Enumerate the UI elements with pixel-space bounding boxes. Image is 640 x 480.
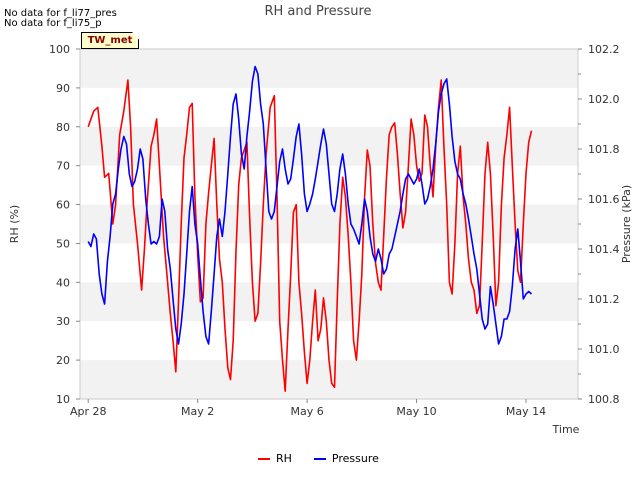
right-axis-title: Pressure (kPa) [620, 185, 633, 263]
legend-label: Pressure [331, 452, 379, 465]
legend-item-pressure: Pressure [313, 452, 379, 465]
x-axis: Apr 28 May 2 May 6 May 10 May 14 [70, 399, 546, 418]
y-tick-label: 60 [56, 199, 70, 212]
y-tick-label: 70 [56, 160, 70, 173]
y-tick-label: 30 [56, 315, 70, 328]
x-tick-label: Apr 28 [70, 405, 107, 418]
grid-bands [80, 49, 578, 399]
y-tick-right-label: 101.4 [588, 243, 620, 256]
right-axis: 100.8 101.0 101.2 101.4 101.6 101.8 102.0 102.2 [578, 43, 620, 406]
grid-band [80, 126, 578, 166]
grid-band [80, 49, 578, 88]
y-tick-right-label: 101.6 [588, 193, 620, 206]
x-tick-label: May 6 [290, 405, 323, 418]
series-lines [87, 65, 533, 392]
y-tick-label: 100 [49, 43, 70, 56]
y-tick-label: 50 [56, 237, 70, 250]
y-tick-label: 10 [56, 393, 70, 406]
x-axis-title: Time [552, 423, 580, 436]
y-tick-right-label: 100.8 [588, 393, 620, 406]
series-line-pressure [87, 65, 533, 345]
no-data-note: No data for f_li77_pres [4, 8, 117, 19]
grid-band [80, 282, 578, 322]
x-tick-label: May 10 [396, 405, 436, 418]
y-tick-right-label: 102.0 [588, 93, 620, 106]
legend-swatch [258, 457, 270, 460]
y-tick-label: 90 [56, 82, 70, 95]
grid-band [80, 204, 578, 244]
legend-swatch [313, 457, 326, 460]
legend-item-rh: RH [258, 452, 292, 465]
series-line-rh [87, 79, 533, 392]
x-tick-label: May 2 [181, 405, 214, 418]
y-tick-right-label: 101.0 [588, 343, 620, 356]
y-tick-right-label: 101.2 [588, 293, 620, 306]
left-axis-title: RH (%) [8, 205, 21, 243]
station-label: TW_met [81, 32, 139, 49]
y-tick-label: 40 [56, 276, 70, 289]
legend-label: RH [276, 452, 292, 465]
x-tick-label: May 14 [506, 405, 546, 418]
chart-title: RH and Pressure [264, 4, 371, 19]
no-data-note: No data for f_li75_p [4, 18, 102, 29]
y-tick-right-label: 101.8 [588, 143, 620, 156]
left-axis: 10 20 30 40 50 60 70 80 90 100 [49, 43, 80, 406]
y-tick-label: 20 [56, 354, 70, 367]
y-tick-right-label: 102.2 [588, 43, 620, 56]
legend: RH Pressure [258, 452, 379, 465]
y-tick-label: 80 [56, 121, 70, 134]
